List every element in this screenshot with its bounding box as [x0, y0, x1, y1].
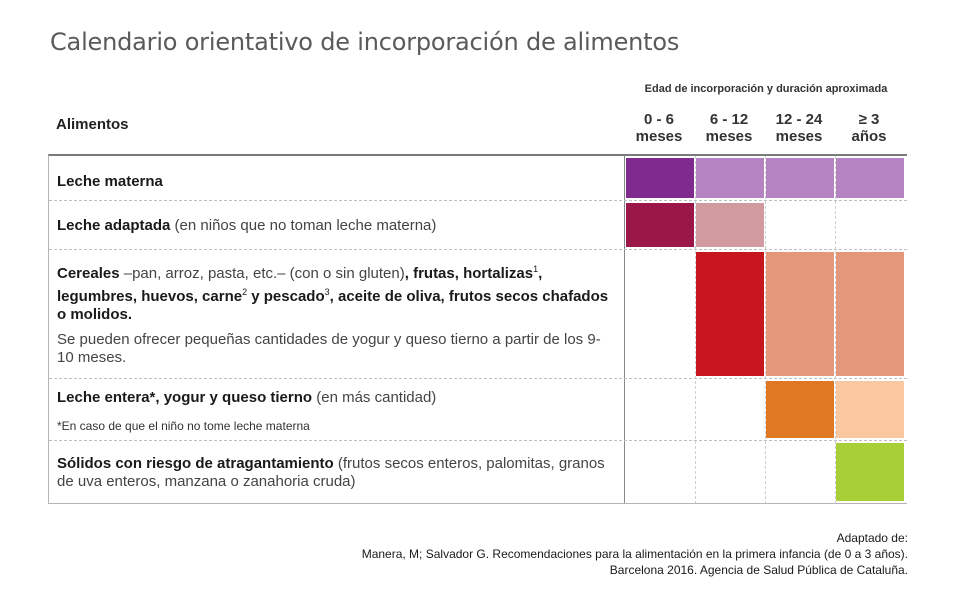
age-bar: [696, 158, 764, 198]
age-bar: [836, 443, 904, 501]
food-name: , aceite de oliva, frutos secos chafados…: [57, 288, 609, 323]
food-column-header: Alimentos: [56, 116, 129, 133]
table-row-solidos: Sólidos con riesgo de atragantamiento (f…: [49, 441, 907, 504]
age-bar: [626, 203, 694, 247]
age-column-unit: meses: [705, 128, 753, 145]
food-name: Sólidos con riesgo de atragantamiento: [57, 455, 334, 472]
column-divider: [765, 156, 766, 504]
age-bar: [836, 252, 904, 376]
footnote-marker: 2: [242, 287, 248, 297]
age-bar: [766, 158, 834, 198]
age-bar: [696, 381, 764, 438]
food-detail: (frutos secos enteros, palomitas, granos…: [57, 455, 605, 490]
food-label: Leche adaptada (en niños que no toman le…: [49, 201, 625, 249]
age-column-range: 6 - 12: [709, 111, 749, 128]
age-column-range: 12 - 24: [775, 111, 823, 128]
food-detail: –pan, arroz, pasta, etc.– (con o sin glu…: [119, 265, 405, 282]
food-name: Leche entera*, yogur y queso tierno: [57, 389, 313, 406]
credit-line: Barcelona 2016. Agencia de Salud Pública…: [609, 563, 908, 577]
age-bar: [836, 381, 904, 438]
age-column-unit: meses: [775, 128, 823, 145]
food-label: Sólidos con riesgo de atragantamiento (f…: [49, 441, 625, 503]
age-bar: [766, 203, 834, 247]
source-credit: Adaptado de: Manera, M; Salvador G. Reco…: [362, 530, 908, 578]
age-span-header: Edad de incorporación y duración aproxim…: [644, 83, 888, 95]
table-row-leche-materna: Leche materna: [49, 156, 907, 201]
food-name: Cereales: [57, 265, 120, 282]
age-bar: [626, 158, 694, 198]
age-column-range: 0 - 6: [643, 111, 674, 128]
age-column-unit: años: [851, 128, 887, 145]
food-label: Leche materna: [49, 156, 625, 200]
age-bar: [696, 252, 764, 376]
age-column-3-plus: ≥ 3 años: [834, 111, 904, 145]
age-column-0-6: 0 - 6 meses: [624, 111, 694, 145]
age-bar: [626, 443, 694, 501]
page-title: Calendario orientativo de incorporación …: [50, 28, 680, 56]
age-bar: [626, 252, 694, 376]
age-bar: [626, 381, 694, 438]
food-name: y pescado: [247, 288, 325, 305]
age-bar: [766, 252, 834, 376]
age-column-range: ≥ 3: [858, 111, 880, 128]
table-row-leche-adaptada: Leche adaptada (en niños que no toman le…: [49, 201, 907, 250]
age-bar: [696, 443, 764, 501]
age-bar: [696, 203, 764, 247]
age-bar: [766, 381, 834, 438]
age-column-unit: meses: [635, 128, 683, 145]
food-detail: (en más cantidad): [312, 389, 437, 406]
food-calendar-table: Leche materna Leche adaptada (en niños q…: [48, 154, 907, 504]
age-column-12-24: 12 - 24 meses: [764, 111, 834, 145]
food-label: Leche entera*, yogur y queso tierno (en …: [49, 379, 625, 440]
age-bar: [766, 443, 834, 501]
food-main-text: Cereales –pan, arroz, pasta, etc.– (con …: [57, 260, 612, 324]
food-note: Se pueden ofrecer pequeñas cantidades de…: [57, 331, 601, 366]
credit-line: Adaptado de:: [836, 531, 908, 545]
food-label: Cereales –pan, arroz, pasta, etc.– (con …: [49, 250, 625, 378]
age-bar: [836, 203, 904, 247]
food-detail: (en niños que no toman leche materna): [170, 217, 437, 234]
food-name: , frutas, hortalizas: [404, 265, 534, 282]
age-bar: [836, 158, 904, 198]
table-row-cereales: Cereales –pan, arroz, pasta, etc.– (con …: [49, 250, 907, 379]
footnote-marker: 1: [533, 264, 539, 274]
food-name: Leche adaptada: [57, 217, 171, 234]
footnote: *En caso de que el niño no tome leche ma…: [57, 419, 310, 433]
food-name: , legumbres, huevos, carne: [57, 265, 543, 305]
column-divider: [835, 156, 836, 504]
food-name: Leche materna: [57, 173, 163, 190]
table-row-leche-entera: Leche entera*, yogur y queso tierno (en …: [49, 379, 907, 441]
age-column-6-12: 6 - 12 meses: [694, 111, 764, 145]
credit-line: Manera, M; Salvador G. Recomendaciones p…: [361, 547, 908, 561]
column-divider: [695, 156, 696, 504]
footnote-marker: 3: [324, 287, 330, 297]
